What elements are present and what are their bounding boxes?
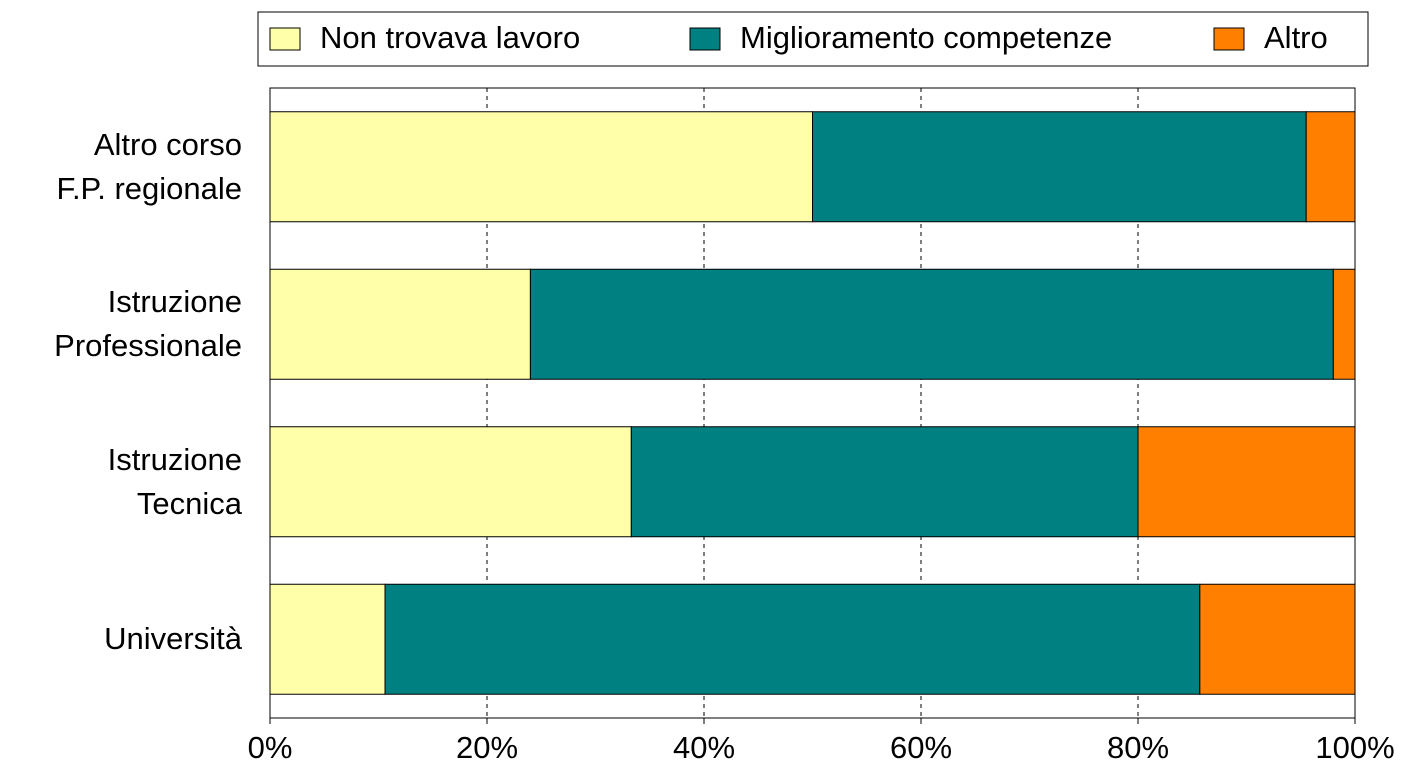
x-tick-label: 40% <box>673 730 735 765</box>
bar-segment <box>269 268 531 380</box>
x-tick-label: 0% <box>248 730 293 765</box>
plot-border <box>269 87 1356 719</box>
y-tick-label: Istruzione Professionale <box>54 284 242 364</box>
bar-segment <box>269 426 632 538</box>
bar-segment <box>1199 583 1356 695</box>
bar-segment <box>812 111 1307 223</box>
bar-segment <box>384 583 1201 695</box>
x-tick-label: 20% <box>456 730 518 765</box>
legend-label: Miglioramento competenze <box>740 20 1112 55</box>
legend-swatch <box>689 27 721 51</box>
y-tick-label: Altro corso F.P. regionale <box>56 126 242 206</box>
legend-box <box>257 11 1369 67</box>
bar-segment <box>269 583 386 695</box>
x-tick-label: 60% <box>890 730 952 765</box>
bar-segment <box>630 426 1139 538</box>
legend-label: Altro <box>1264 20 1328 55</box>
legend-label: Non trovava lavoro <box>320 20 580 55</box>
legend-swatch <box>269 27 301 51</box>
bar-segment <box>1137 426 1356 538</box>
x-tick-label: 80% <box>1107 730 1169 765</box>
bar-segment <box>529 268 1334 380</box>
bar-segment <box>1332 268 1356 380</box>
y-tick-label: Università <box>104 621 242 657</box>
y-tick-label: Istruzione Tecnica <box>107 441 242 521</box>
bar-segment <box>269 111 813 223</box>
bar-segment <box>1305 111 1356 223</box>
legend-swatch <box>1213 27 1245 51</box>
x-tick-label: 100% <box>1315 730 1394 765</box>
